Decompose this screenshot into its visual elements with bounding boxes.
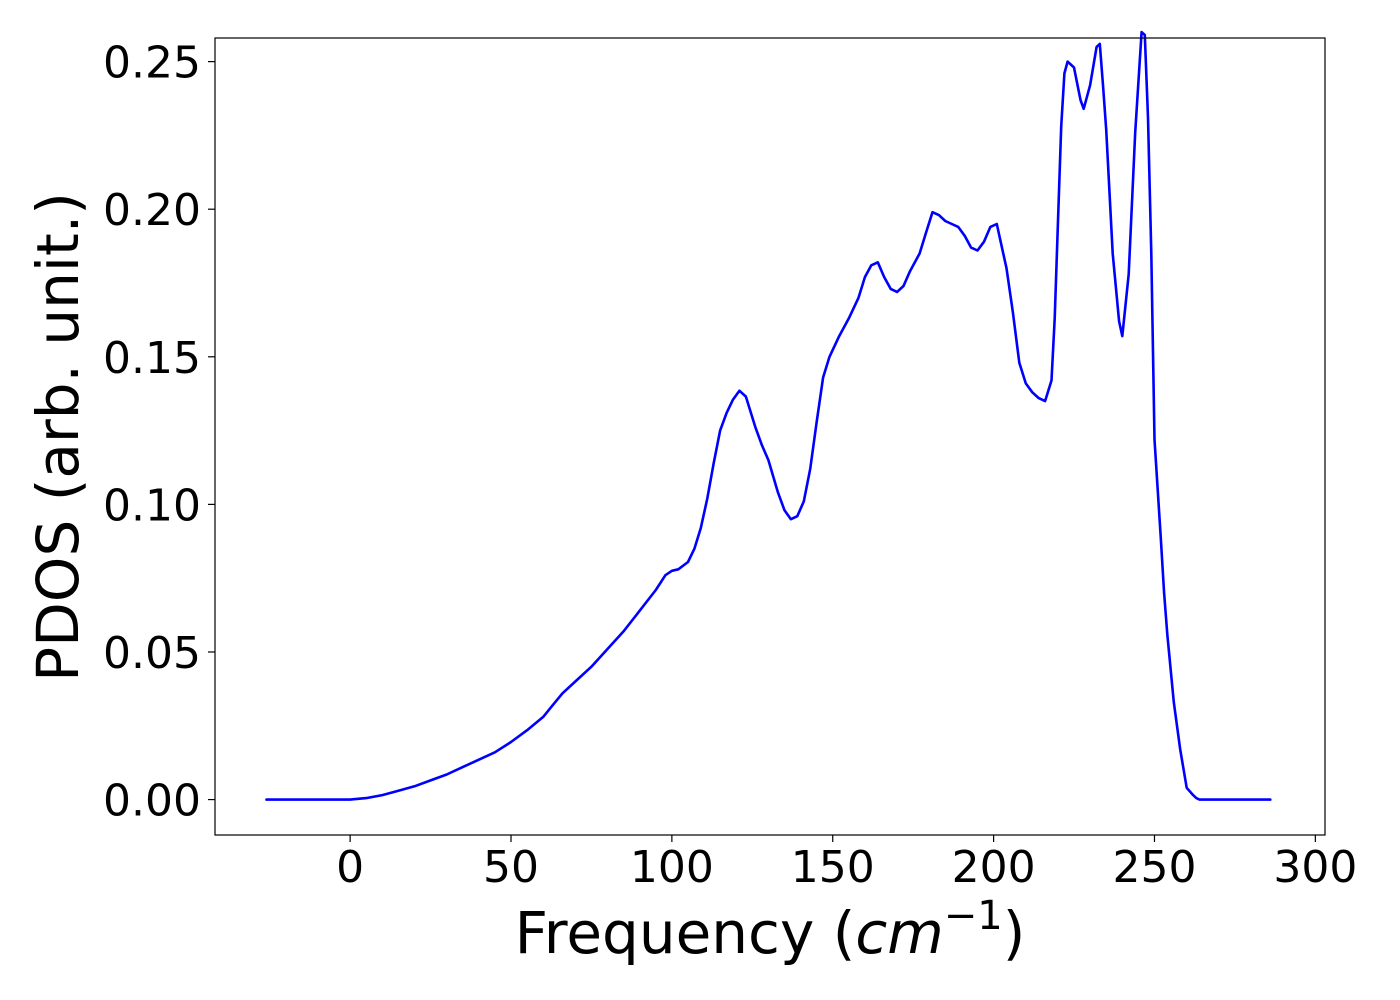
x-axis-label-text: Frequency ( <box>515 899 856 967</box>
y-tick-label: 0.10 <box>103 480 201 531</box>
x-tick-label: 100 <box>630 842 714 893</box>
y-tick-label: 0.00 <box>103 776 201 827</box>
y-axis-ticks: 0.00 0.05 0.10 0.15 0.20 0.25 <box>103 38 215 827</box>
x-tick-label: 50 <box>483 842 539 893</box>
x-tick-label: 300 <box>1273 842 1357 893</box>
y-tick-label: 0.15 <box>103 333 201 384</box>
y-tick-label: 0.20 <box>103 185 201 236</box>
y-axis-label: PDOS (arb. unit.) <box>24 192 92 682</box>
axes-frame <box>214 37 1326 836</box>
x-tick-label: 200 <box>952 842 1036 893</box>
plot-area <box>215 38 1325 835</box>
x-tick-label: 150 <box>791 842 875 893</box>
pdos-series-line <box>265 30 1272 801</box>
x-axis-label-unit: cm <box>855 899 943 967</box>
y-tick-label: 0.25 <box>103 38 201 89</box>
x-axis-label: Frequency (cm−1) <box>515 893 1026 967</box>
x-axis-label-close: ) <box>1003 899 1026 967</box>
x-tick-label: 0 <box>336 842 364 893</box>
x-axis-ticks: 0 50 100 150 200 250 300 <box>336 835 1357 893</box>
x-axis-label-exponent: −1 <box>944 893 1003 939</box>
y-tick-label: 0.05 <box>103 628 201 679</box>
x-tick-label: 250 <box>1112 842 1196 893</box>
